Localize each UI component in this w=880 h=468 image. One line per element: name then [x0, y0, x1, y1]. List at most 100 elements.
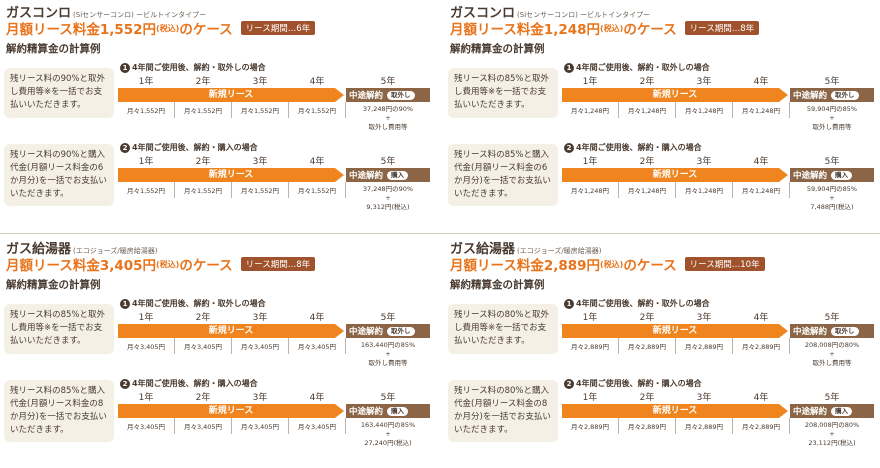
column-divider	[675, 338, 676, 354]
year-label: 5年	[380, 157, 396, 167]
case-description: 残リース料の85%と購入代金(月額リース料金の6か月分)を一括でお支払いいただき…	[448, 144, 558, 206]
year-label: 2年	[195, 393, 211, 403]
case-number-badge: 1	[564, 62, 574, 73]
year-label: 4年	[753, 393, 769, 403]
tax-label: (税込)	[156, 23, 180, 33]
settlement-base: 59,904円の85%	[806, 105, 858, 113]
case-1: 残リース料の90%と取外し費用等※を一括でお支払いいただきます。 1 4年間ご使用後…	[0, 62, 432, 132]
case-description: 残リース料の90%と購入代金(月額リース料金の6か月分)を一括でお支払いいただき…	[4, 144, 114, 206]
column-divider	[675, 418, 676, 434]
year-label: 1年	[582, 393, 598, 403]
column-divider	[345, 338, 346, 354]
price-suffix: のケース	[179, 258, 233, 274]
column-divider	[618, 418, 619, 434]
year-label: 5年	[380, 313, 396, 323]
year-label: 4年	[309, 393, 325, 403]
lease-panel: ガス給湯器 (エコジョーズ/暖房給湯器) 月額リース料金 3,405円 (税込) のケース…	[0, 236, 432, 468]
year-label: 5年	[824, 313, 840, 323]
early-termination-label: 中途解約	[793, 327, 828, 337]
monthly-payment: 月々1,248円	[570, 107, 610, 115]
year-label: 1年	[582, 313, 598, 323]
case-description: 残リース料の85%と取外し費用等※を一括でお支払いいただきます。	[4, 304, 114, 354]
settlement-amount: 37,248円の90% + 取外し費用等	[346, 105, 430, 132]
settlement-plus: +	[385, 350, 391, 358]
year-label: 5年	[380, 77, 396, 87]
column-divider	[288, 182, 289, 198]
termination-type-tag: 取外し	[387, 90, 415, 100]
lease-period-badge: リース期間…8年	[240, 257, 316, 271]
case-title: 4年間ご使用後、解約・購入の場合	[576, 379, 702, 388]
settlement-extra: 取外し費用等	[812, 359, 852, 367]
termination-type-tag: 取外し	[831, 326, 859, 336]
monthly-payment: 月々1,248円	[627, 107, 667, 115]
price-suffix: のケース	[623, 258, 677, 274]
case-title: 4年間ご使用後、解約・購入の場合	[576, 143, 702, 152]
year-label: 3年	[696, 313, 712, 323]
monthly-payment: 月々1,248円	[627, 187, 667, 195]
monthly-payment: 月々1,248円	[570, 187, 610, 195]
settlement-extra: 取外し費用等	[812, 123, 852, 131]
monthly-payment: 月々1,552円	[240, 107, 280, 115]
tax-label: (税込)	[600, 23, 624, 33]
year-label: 3年	[696, 77, 712, 87]
early-termination-box: 中途解約 取外し	[346, 324, 430, 338]
product-title: ガスコンロ	[450, 6, 516, 21]
monthly-payment: 月々1,552円	[183, 107, 223, 115]
monthly-payment: 月々1,552円	[297, 187, 337, 195]
case-number-badge: 1	[120, 298, 130, 309]
case-description: 残リース料の90%と取外し費用等※を一括でお支払いいただきます。	[4, 68, 114, 118]
case-title: 4年間ご使用後、解約・取外しの場合	[132, 299, 266, 308]
price-value: 2,889円	[543, 258, 601, 274]
case-number-badge: 1	[120, 62, 130, 73]
settlement-plus: +	[829, 350, 835, 358]
column-divider	[675, 182, 676, 198]
early-termination-box: 中途解約 取外し	[790, 88, 874, 102]
column-divider	[789, 418, 790, 434]
year-label: 2年	[195, 157, 211, 167]
case-label: 2 4年間ご使用後、解約・購入の場合	[120, 378, 258, 389]
year-label: 3年	[252, 313, 268, 323]
year-label: 2年	[195, 313, 211, 323]
year-axis: 1年 2年 3年 4年 5年	[118, 74, 434, 87]
price-row: 月額リース料金 1,552円 (税込) のケース リース期間…6年	[6, 18, 316, 38]
column-divider	[231, 182, 232, 198]
early-termination-box: 中途解約 取外し	[790, 324, 874, 338]
new-lease-bar: 新規リース	[118, 324, 344, 338]
new-lease-bar: 新規リース	[118, 88, 344, 102]
settlement-plus: +	[829, 194, 835, 202]
year-label: 2年	[639, 393, 655, 403]
product-title-row: ガス給湯器 (エコジョーズ/暖房給湯器)	[6, 238, 158, 257]
year-axis: 1年 2年 3年 4年 5年	[118, 154, 434, 167]
settlement-amount: 163,440円の85% +27,240円(税込)	[346, 421, 430, 448]
year-label: 4年	[753, 313, 769, 323]
case-title: 4年間ご使用後、解約・取外しの場合	[576, 299, 710, 308]
lease-period-badge: リース期間…10年	[684, 257, 765, 271]
year-axis: 1年 2年 3年 4年 5年	[562, 310, 878, 323]
monthly-payment: 月々2,889円	[684, 343, 724, 351]
price-value: 1,248円	[543, 22, 601, 38]
case-2: 残リース料の80%と購入代金(月額リース料金の8か月分)を一括でお支払いいただき…	[444, 378, 876, 448]
price-row: 月額リース料金 2,889円 (税込) のケース リース期間…10年	[450, 254, 765, 274]
case-label: 1 4年間ご使用後、解約・取外しの場合	[120, 62, 266, 73]
product-title: ガスコンロ	[6, 6, 72, 21]
monthly-payment: 月々3,405円	[297, 343, 337, 351]
price-suffix: のケース	[623, 22, 677, 38]
column-divider	[345, 418, 346, 434]
new-lease-bar: 新規リース	[562, 88, 788, 102]
product-title-row: ガス給湯器 (エコジョーズ/暖房給湯器)	[450, 238, 602, 257]
year-label: 5年	[380, 393, 396, 403]
lease-period-badge: リース期間…8年	[684, 21, 760, 35]
monthly-payment: 月々2,889円	[627, 343, 667, 351]
case-number-badge: 2	[564, 142, 574, 153]
case-label: 1 4年間ご使用後、解約・取外しの場合	[564, 62, 710, 73]
column-divider	[732, 102, 733, 118]
column-divider	[732, 418, 733, 434]
year-label: 2年	[639, 157, 655, 167]
settlement-base: 208,008円の80%	[804, 341, 860, 349]
new-lease-bar: 新規リース	[562, 324, 788, 338]
lease-panel: ガスコンロ (Siセンサーコンロ) ービルトインタイプー 月額リース料金 1,552円…	[0, 0, 432, 234]
monthly-payment: 月々1,552円	[297, 107, 337, 115]
column-divider	[732, 182, 733, 198]
early-termination-label: 中途解約	[349, 407, 384, 417]
year-label: 3年	[252, 77, 268, 87]
